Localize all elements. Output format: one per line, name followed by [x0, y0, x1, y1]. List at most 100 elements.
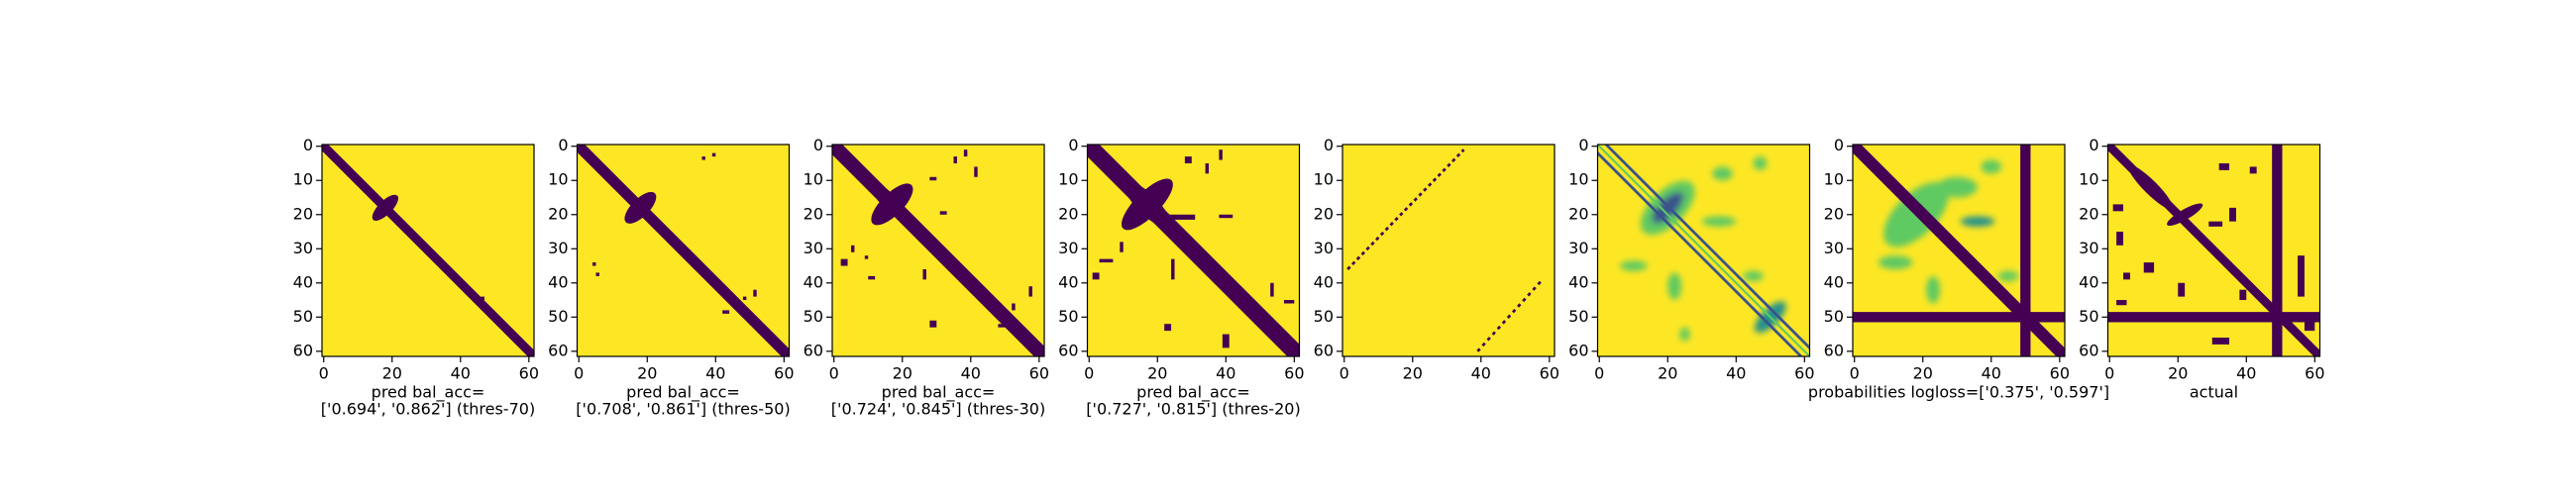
heatmap-image	[1597, 145, 1810, 356]
caption: ['0.727', '0.815'] (thres-20)	[1086, 400, 1300, 419]
y-tick-label: 10	[1314, 170, 1334, 189]
x-tick-label: 0	[1340, 364, 1349, 383]
heatmap-image	[577, 145, 790, 356]
axes-frame	[1086, 144, 1301, 357]
y-tick-label: 60	[2079, 341, 2098, 359]
x-tick-label: 40	[2236, 364, 2256, 383]
caption: pred bal_acc=	[882, 383, 996, 403]
y-tick-label: 60	[1314, 341, 1334, 359]
x-tick-label: 0	[829, 364, 839, 383]
y-tick-label: 10	[293, 170, 313, 189]
y-tick-label: 20	[548, 204, 568, 223]
y-tick-label: 0	[1578, 136, 1588, 154]
axes-frame	[831, 144, 1045, 357]
y-tick-label: 20	[1568, 204, 1588, 223]
y-tick-label: 20	[1824, 204, 1844, 223]
x-tick-label: 20	[1658, 364, 1677, 383]
y-tick-label: 50	[293, 307, 313, 326]
y-tick-label: 0	[558, 136, 568, 154]
y-tick-label: 30	[1314, 239, 1334, 257]
y-tick-label: 0	[1068, 136, 1078, 154]
x-tick-label: 0	[574, 364, 584, 383]
heatmap-image	[1342, 145, 1555, 356]
x-tick-label: 60	[2305, 364, 2324, 383]
caption: pred bal_acc=	[626, 383, 740, 403]
axes-frame	[1342, 144, 1556, 357]
y-tick-label: 10	[1568, 170, 1588, 189]
y-tick-label: 40	[1568, 272, 1588, 291]
y-tick-label: 40	[548, 272, 568, 291]
x-tick-label: 20	[382, 364, 402, 383]
caption: ['0.708', '0.861'] (thres-50)	[576, 400, 790, 419]
y-tick-label: 30	[1568, 239, 1588, 257]
heatmap-image	[322, 145, 534, 356]
y-tick-label: 0	[1834, 136, 1844, 154]
y-tick-label: 30	[1824, 239, 1844, 257]
y-tick-label: 50	[1314, 307, 1334, 326]
y-tick-label: 10	[2079, 170, 2098, 189]
x-tick-label: 60	[1284, 364, 1304, 383]
axes-frame	[1852, 144, 2066, 357]
x-tick-label: 60	[519, 364, 539, 383]
y-tick-label: 30	[548, 239, 568, 257]
x-tick-label: 40	[1216, 364, 1235, 383]
y-tick-label: 20	[1058, 204, 1078, 223]
y-tick-label: 0	[2089, 136, 2098, 154]
y-tick-label: 50	[1568, 307, 1588, 326]
caption: probabilities logloss=['0.375', '0.597']	[1808, 383, 2109, 402]
x-tick-label: 0	[1850, 364, 1860, 383]
x-tick-label: 20	[1913, 364, 1933, 383]
y-tick-label: 40	[1058, 272, 1078, 291]
x-tick-label: 0	[319, 364, 329, 383]
y-tick-label: 20	[1314, 204, 1334, 223]
x-tick-label: 0	[2104, 364, 2114, 383]
caption: pred bal_acc=	[1136, 383, 1250, 403]
y-tick-label: 30	[2079, 239, 2098, 257]
caption: pred bal_acc=	[372, 383, 485, 403]
x-tick-label: 60	[2050, 364, 2070, 383]
y-tick-label: 50	[1058, 307, 1078, 326]
y-tick-label: 50	[548, 307, 568, 326]
y-tick-label: 0	[1324, 136, 1334, 154]
y-tick-label: 50	[1824, 307, 1844, 326]
heatmap-image	[2107, 145, 2320, 356]
y-tick-label: 40	[2079, 272, 2098, 291]
x-tick-label: 40	[961, 364, 981, 383]
x-tick-label: 20	[637, 364, 657, 383]
x-tick-label: 40	[1726, 364, 1746, 383]
y-tick-label: 50	[2079, 307, 2098, 326]
y-tick-label: 60	[548, 341, 568, 359]
y-tick-label: 50	[804, 307, 823, 326]
y-tick-label: 0	[303, 136, 313, 154]
x-tick-label: 60	[774, 364, 794, 383]
y-tick-label: 60	[1824, 341, 1844, 359]
y-tick-label: 10	[548, 170, 568, 189]
y-tick-label: 10	[1824, 170, 1844, 189]
x-tick-label: 0	[1084, 364, 1094, 383]
y-tick-label: 30	[293, 239, 313, 257]
y-tick-label: 30	[804, 239, 823, 257]
heatmap-image	[1853, 145, 2065, 356]
y-tick-label: 60	[293, 341, 313, 359]
y-tick-label: 20	[2079, 204, 2098, 223]
y-tick-label: 30	[1058, 239, 1078, 257]
y-tick-label: 0	[813, 136, 823, 154]
caption: ['0.694', '0.862'] (thres-70)	[321, 400, 535, 419]
caption: ['0.724', '0.845'] (thres-30)	[831, 400, 1045, 419]
y-tick-label: 40	[1824, 272, 1844, 291]
axes-frame	[1596, 144, 1811, 357]
y-tick-label: 10	[804, 170, 823, 189]
heatmap-image	[1087, 145, 1300, 356]
x-tick-label: 0	[1594, 364, 1604, 383]
y-tick-label: 60	[1568, 341, 1588, 359]
x-tick-label: 20	[1403, 364, 1423, 383]
x-tick-label: 60	[1029, 364, 1049, 383]
y-tick-label: 10	[1058, 170, 1078, 189]
y-tick-label: 40	[293, 272, 313, 291]
axes-frame	[321, 144, 535, 357]
axes-frame	[2106, 144, 2321, 357]
x-tick-label: 40	[451, 364, 471, 383]
x-tick-label: 20	[1147, 364, 1167, 383]
